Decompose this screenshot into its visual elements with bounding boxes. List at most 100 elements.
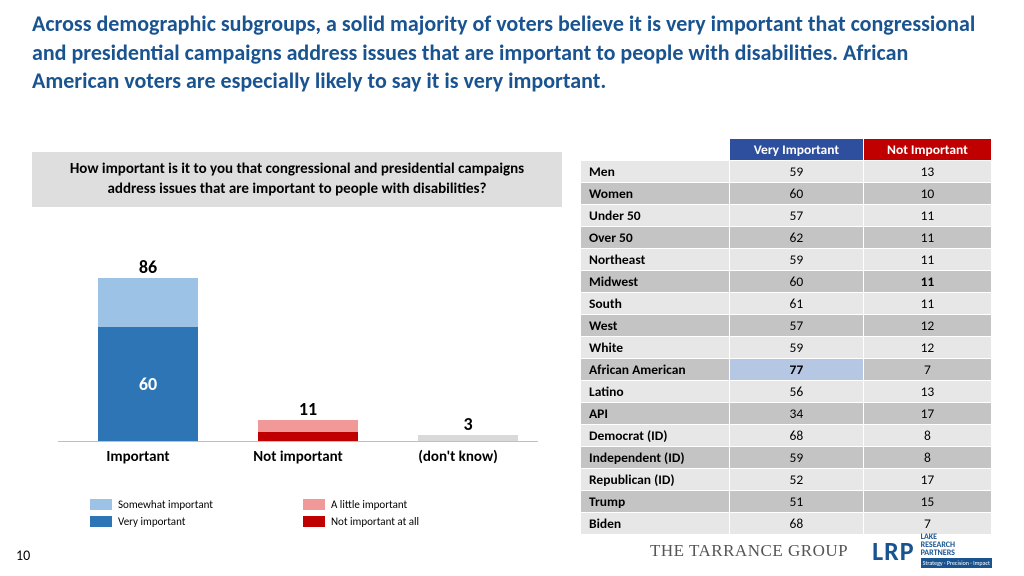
bar-segment: 60 xyxy=(98,327,198,441)
row-name: Under 50 xyxy=(581,205,730,227)
not-important-value: 13 xyxy=(863,161,991,183)
row-name: Northeast xyxy=(581,249,730,271)
bar-total-label: 86 xyxy=(98,256,198,278)
not-important-value: 10 xyxy=(863,183,991,205)
not-important-value: 12 xyxy=(863,337,991,359)
footer-logos: THE TARRANCE GROUP LRP LAKE RESEARCH PAR… xyxy=(650,533,992,568)
category-label: (don't know) xyxy=(378,448,538,466)
legend-item: Very important xyxy=(90,515,213,528)
category-label: Important xyxy=(58,448,218,466)
category-label: Not important xyxy=(218,448,378,466)
bar-segment xyxy=(418,435,518,441)
row-name: Men xyxy=(581,161,730,183)
very-important-value: 59 xyxy=(729,337,863,359)
bar-segment xyxy=(258,432,358,442)
bar-total-label: 11 xyxy=(258,398,358,420)
row-name: Independent (ID) xyxy=(581,447,730,469)
legend-swatch xyxy=(303,499,325,510)
row-name: Biden xyxy=(581,513,730,535)
very-important-value: 51 xyxy=(729,491,863,513)
bar-segment xyxy=(98,278,198,327)
legend-swatch xyxy=(90,499,112,510)
not-important-value: 12 xyxy=(863,315,991,337)
table-row: White5912 xyxy=(581,337,992,359)
survey-question: How important is it to you that congress… xyxy=(32,152,562,207)
table-header: Not Important xyxy=(863,139,991,161)
table-row: Latino5613 xyxy=(581,381,992,403)
page-number: 10 xyxy=(16,547,30,564)
table-row: South6111 xyxy=(581,293,992,315)
very-important-value: 59 xyxy=(729,161,863,183)
bar-total-label: 3 xyxy=(418,413,518,435)
table-row: API3417 xyxy=(581,403,992,425)
table-row: Trump5115 xyxy=(581,491,992,513)
very-important-value: 61 xyxy=(729,293,863,315)
row-name: Over 50 xyxy=(581,227,730,249)
bar-group: 3 xyxy=(418,435,518,441)
very-important-value: 59 xyxy=(729,249,863,271)
table-row: Independent (ID)598 xyxy=(581,447,992,469)
row-name: Republican (ID) xyxy=(581,469,730,491)
not-important-value: 7 xyxy=(863,359,991,381)
table-row: Under 505711 xyxy=(581,205,992,227)
tarrance-logo: THE TARRANCE GROUP xyxy=(650,541,848,561)
not-important-value: 15 xyxy=(863,491,991,513)
very-important-value: 68 xyxy=(729,513,863,535)
very-important-value: 57 xyxy=(729,315,863,337)
not-important-value: 17 xyxy=(863,469,991,491)
table-row: Northeast5911 xyxy=(581,249,992,271)
table-row: African American777 xyxy=(581,359,992,381)
legend-swatch xyxy=(90,516,112,527)
table-row: Democrat (ID)688 xyxy=(581,425,992,447)
row-name: White xyxy=(581,337,730,359)
very-important-value: 62 xyxy=(729,227,863,249)
legend-swatch xyxy=(303,516,325,527)
very-important-value: 77 xyxy=(729,359,863,381)
row-name: API xyxy=(581,403,730,425)
headline: Across demographic subgroups, a solid ma… xyxy=(32,10,992,96)
row-name: Democrat (ID) xyxy=(581,425,730,447)
not-important-value: 13 xyxy=(863,381,991,403)
very-important-value: 56 xyxy=(729,381,863,403)
row-name: Trump xyxy=(581,491,730,513)
legend-text: Somewhat important xyxy=(118,498,213,511)
not-important-value: 17 xyxy=(863,403,991,425)
legend-item: A little important xyxy=(303,498,419,511)
not-important-value: 8 xyxy=(863,425,991,447)
bar-group: 8660 xyxy=(98,278,198,441)
table-row: Men5913 xyxy=(581,161,992,183)
lrp-logo: LRP LAKE RESEARCH PARTNERS Strategy · Pr… xyxy=(872,533,992,568)
bar-value-label: 60 xyxy=(98,373,198,395)
not-important-value: 11 xyxy=(863,293,991,315)
legend-item: Not important at all xyxy=(303,515,419,528)
very-important-value: 57 xyxy=(729,205,863,227)
very-important-value: 68 xyxy=(729,425,863,447)
not-important-value: 11 xyxy=(863,249,991,271)
bar-chart: 8660113 ImportantNot important(don't kno… xyxy=(58,232,538,482)
bar-group: 11 xyxy=(258,420,358,441)
chart-legend: Somewhat important Very important A littl… xyxy=(90,498,419,528)
not-important-value: 11 xyxy=(863,205,991,227)
very-important-value: 34 xyxy=(729,403,863,425)
row-name: African American xyxy=(581,359,730,381)
table-row: Midwest6011 xyxy=(581,271,992,293)
table-row: West5712 xyxy=(581,315,992,337)
row-name: West xyxy=(581,315,730,337)
very-important-value: 52 xyxy=(729,469,863,491)
table-row: Women6010 xyxy=(581,183,992,205)
row-name: Midwest xyxy=(581,271,730,293)
legend-text: Not important at all xyxy=(331,515,419,528)
table-header: Very Important xyxy=(729,139,863,161)
very-important-value: 60 xyxy=(729,271,863,293)
not-important-value: 11 xyxy=(863,271,991,293)
row-name: Women xyxy=(581,183,730,205)
legend-item: Somewhat important xyxy=(90,498,213,511)
very-important-value: 59 xyxy=(729,447,863,469)
not-important-value: 8 xyxy=(863,447,991,469)
row-name: South xyxy=(581,293,730,315)
not-important-value: 11 xyxy=(863,227,991,249)
demographic-table: Very ImportantNot ImportantMen5913Women6… xyxy=(580,138,992,535)
very-important-value: 60 xyxy=(729,183,863,205)
legend-text: A little important xyxy=(331,498,407,511)
table-row: Republican (ID)5217 xyxy=(581,469,992,491)
